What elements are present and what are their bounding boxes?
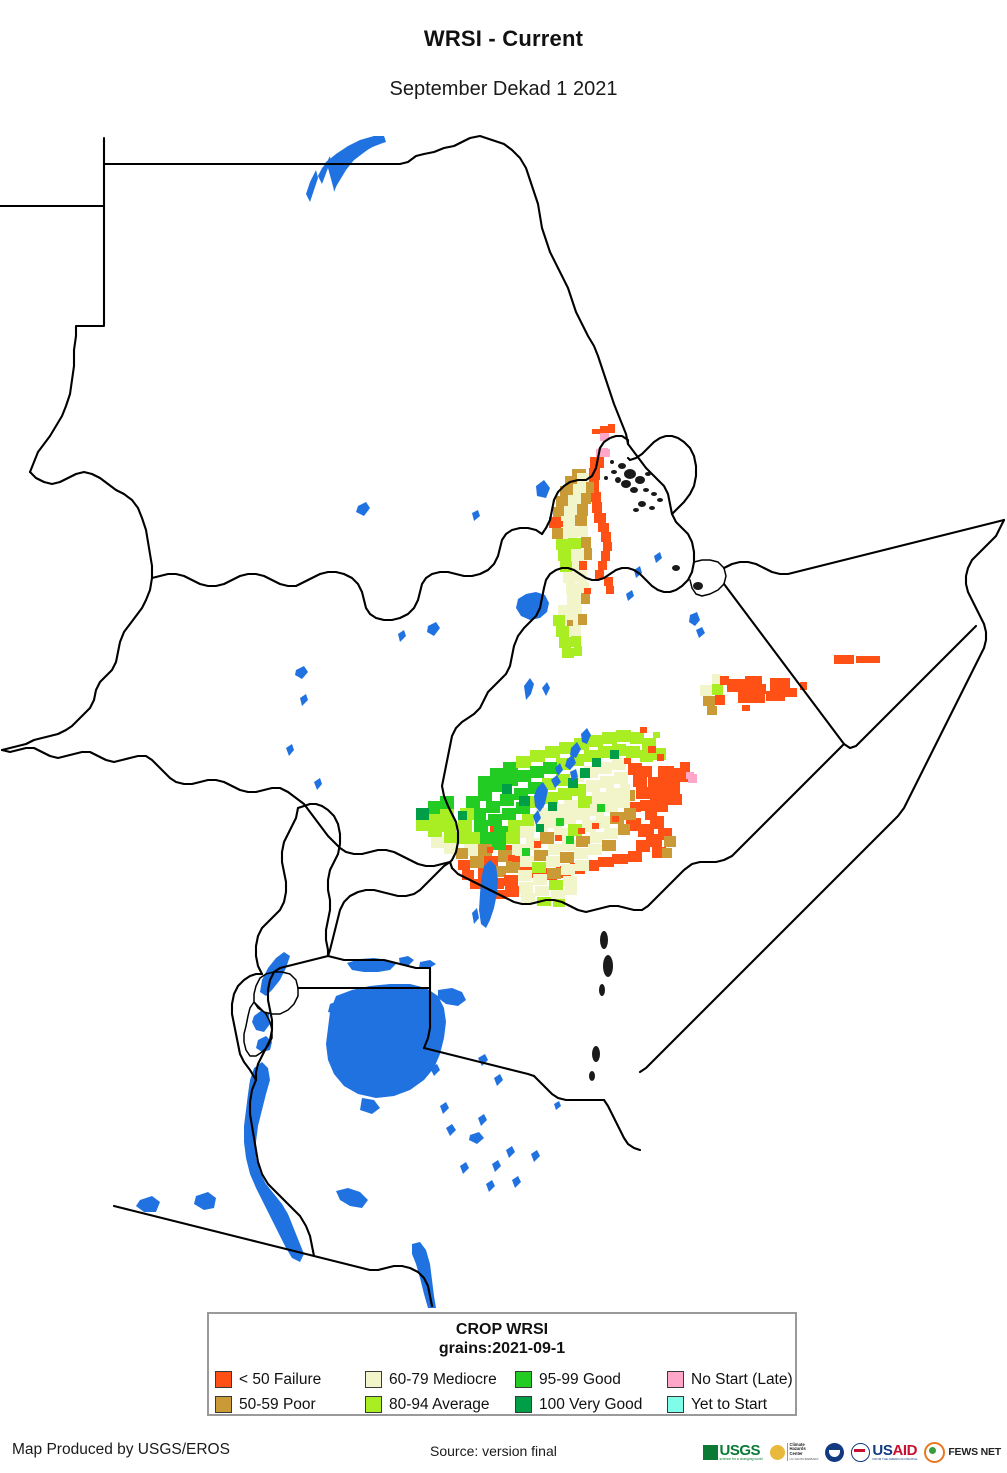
usgs-mark-icon (702, 1444, 718, 1460)
map-canvas[interactable] (0, 118, 1007, 1308)
chc-wordmark: Climate Hazards Center UC SANTA BARBARA (786, 1441, 819, 1462)
country-boundary-layer (0, 134, 1006, 1308)
legend-label-very-good: 100 Very Good (539, 1395, 643, 1413)
dahlak-islands (604, 460, 663, 512)
legend-item-yet-to-start[interactable]: Yet to Start (667, 1393, 791, 1416)
chc-line-3: Center (789, 1451, 803, 1456)
noaa-logo (825, 1438, 845, 1466)
usaid-seal-icon (851, 1442, 871, 1462)
legend-swatch-no-start-late (667, 1371, 684, 1388)
fews-globe-icon (924, 1441, 946, 1463)
legend-swatch-mediocre (365, 1371, 382, 1388)
legend-label-mediocre: 60-79 Mediocre (389, 1370, 497, 1388)
legend-swatch-poor (215, 1396, 232, 1413)
legend-item-good[interactable]: 95-99 Good (515, 1368, 667, 1391)
legend-item-poor[interactable]: 50-59 Poor (215, 1393, 365, 1416)
legend-swatch-very-good (515, 1396, 532, 1413)
usgs-logo: USGS science for a changing world (702, 1438, 763, 1466)
chc-droplet-icon (769, 1444, 785, 1460)
legend-item-average[interactable]: 80-94 Average (365, 1393, 515, 1416)
chc-line-2: Hazards (789, 1446, 806, 1452)
legend-item-mediocre[interactable]: 60-79 Mediocre (365, 1368, 515, 1391)
legend-label-yet-to-start: Yet to Start (691, 1395, 768, 1413)
wrsi-raster-layer (416, 424, 880, 907)
footer-source: Source: version final (430, 1443, 557, 1459)
legend-label-good: 95-99 Good (539, 1370, 621, 1388)
legend-label-average: 80-94 Average (389, 1395, 490, 1413)
usaid-logo: USAID FROM THE AMERICAN PEOPLE (851, 1438, 917, 1466)
usaid-word-aid: AID (892, 1442, 918, 1459)
map-graphic[interactable] (0, 118, 1007, 1308)
legend-label-failure: < 50 Failure (239, 1370, 322, 1388)
misc-island-dots (672, 565, 703, 590)
title-block: WRSI - Current September Dekad 1 2021 (0, 0, 1007, 101)
footer-logo-strip: USGS science for a changing world Climat… (702, 1437, 1001, 1467)
legend-box: CROP WRSI grains:2021-09-1 < 50 Failure … (207, 1312, 797, 1416)
chc-line-1: Climate (789, 1441, 805, 1447)
legend-swatch-good (515, 1371, 532, 1388)
chc-logo: Climate Hazards Center UC SANTA BARBARA (769, 1438, 819, 1466)
usaid-wordmark: USAID (872, 1443, 917, 1458)
water-layer (136, 136, 705, 1308)
legend-item-failure[interactable]: < 50 Failure (215, 1368, 365, 1391)
usaid-tagline: FROM THE AMERICAN PEOPLE (872, 1457, 918, 1461)
coastal-islands (589, 931, 613, 1081)
footer: Map Produced by USGS/EROS Source: versio… (0, 1432, 1007, 1473)
usgs-wordmark: USGS (719, 1441, 761, 1459)
fews-net-logo: FEWS NET (924, 1438, 1001, 1466)
legend-label-no-start-late: No Start (Late) (691, 1370, 793, 1388)
legend-title: CROP WRSI (455, 1321, 549, 1338)
fews-wordmark: FEWS NET (948, 1445, 1001, 1458)
legend-swatch-failure (215, 1371, 232, 1388)
page-subtitle: September Dekad 1 2021 (389, 78, 618, 100)
usaid-word-us: US (872, 1442, 893, 1459)
chc-tagline: UC SANTA BARBARA (789, 1456, 819, 1461)
footer-credit: Map Produced by USGS/EROS (12, 1441, 230, 1458)
legend-grid: < 50 Failure 60-79 Mediocre 95-99 Good N… (215, 1368, 793, 1416)
legend-subtitle: grains:2021-09-1 (438, 1340, 566, 1358)
legend-item-no-start-late[interactable]: No Start (Late) (667, 1368, 793, 1391)
page-title: WRSI - Current (423, 26, 584, 51)
noaa-seal-icon (825, 1442, 845, 1462)
legend-swatch-average (365, 1396, 382, 1413)
legend-item-very-good[interactable]: 100 Very Good (515, 1393, 667, 1416)
usgs-tagline: science for a changing world (719, 1456, 763, 1461)
legend-swatch-yet-to-start (667, 1396, 684, 1413)
legend-label-poor: 50-59 Poor (239, 1395, 316, 1413)
